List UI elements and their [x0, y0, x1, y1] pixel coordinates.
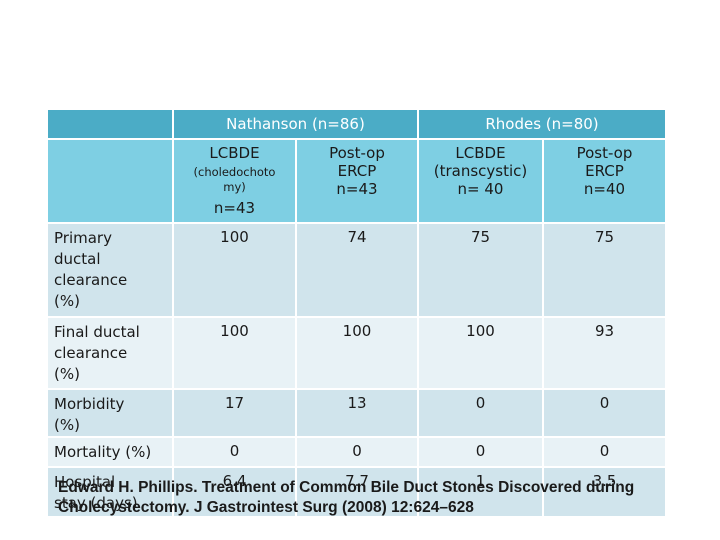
- subheader-rhodes-ercp: Post-op ERCP n=40: [544, 140, 665, 222]
- table-cell: 75: [419, 224, 542, 316]
- table-cell: 17: [174, 390, 295, 436]
- subheader-line: ERCP: [297, 162, 417, 180]
- table-cell: 0: [544, 390, 665, 436]
- table-cell: 93: [544, 318, 665, 388]
- subheader-line: n=40: [544, 180, 665, 198]
- subheader-rhodes-lcbde: LCBDE (transcystic) n= 40: [419, 140, 542, 222]
- table-cell: 100: [297, 318, 417, 388]
- group-header-nathanson: Nathanson (n=86): [174, 110, 417, 138]
- subheader-line: ERCP: [544, 162, 665, 180]
- subheader-line: LCBDE: [174, 144, 295, 162]
- subheader-line: Post-op: [544, 144, 665, 162]
- header-corner: [48, 110, 172, 138]
- table-cell: 100: [174, 318, 295, 388]
- table-cell: 0: [419, 390, 542, 436]
- subheader-line: n= 40: [419, 180, 542, 198]
- row-label: Final ductal clearance (%): [48, 318, 172, 388]
- subheader-line: LCBDE: [419, 144, 542, 162]
- table-cell: 100: [419, 318, 542, 388]
- row-label: Mortality (%): [48, 438, 172, 466]
- subheader-line: (transcystic): [419, 162, 542, 180]
- table-cell: 75: [544, 224, 665, 316]
- row-label: Morbidity (%): [48, 390, 172, 436]
- table-cell: 0: [419, 438, 542, 466]
- subheader-line: Post-op: [297, 144, 417, 162]
- group-header-rhodes: Rhodes (n=80): [419, 110, 665, 138]
- table-cell: 74: [297, 224, 417, 316]
- table-cell: 0: [297, 438, 417, 466]
- row-label: Primary ductal clearance (%): [48, 224, 172, 316]
- subheader-nathanson-ercp: Post-op ERCP n=43: [297, 140, 417, 222]
- subheader-empty: [48, 140, 172, 222]
- subheader-line: n=43: [174, 199, 295, 217]
- subheader-line: n=43: [297, 180, 417, 198]
- citation-text: Edward H. Phillips. Treatment of Common …: [58, 478, 678, 518]
- table-cell: 13: [297, 390, 417, 436]
- subheader-small: (choledochoto my): [174, 162, 295, 195]
- table-cell: 100: [174, 224, 295, 316]
- subheader-nathanson-lcbde: LCBDE (choledochoto my) n=43: [174, 140, 295, 222]
- table-cell: 0: [544, 438, 665, 466]
- table-cell: 0: [174, 438, 295, 466]
